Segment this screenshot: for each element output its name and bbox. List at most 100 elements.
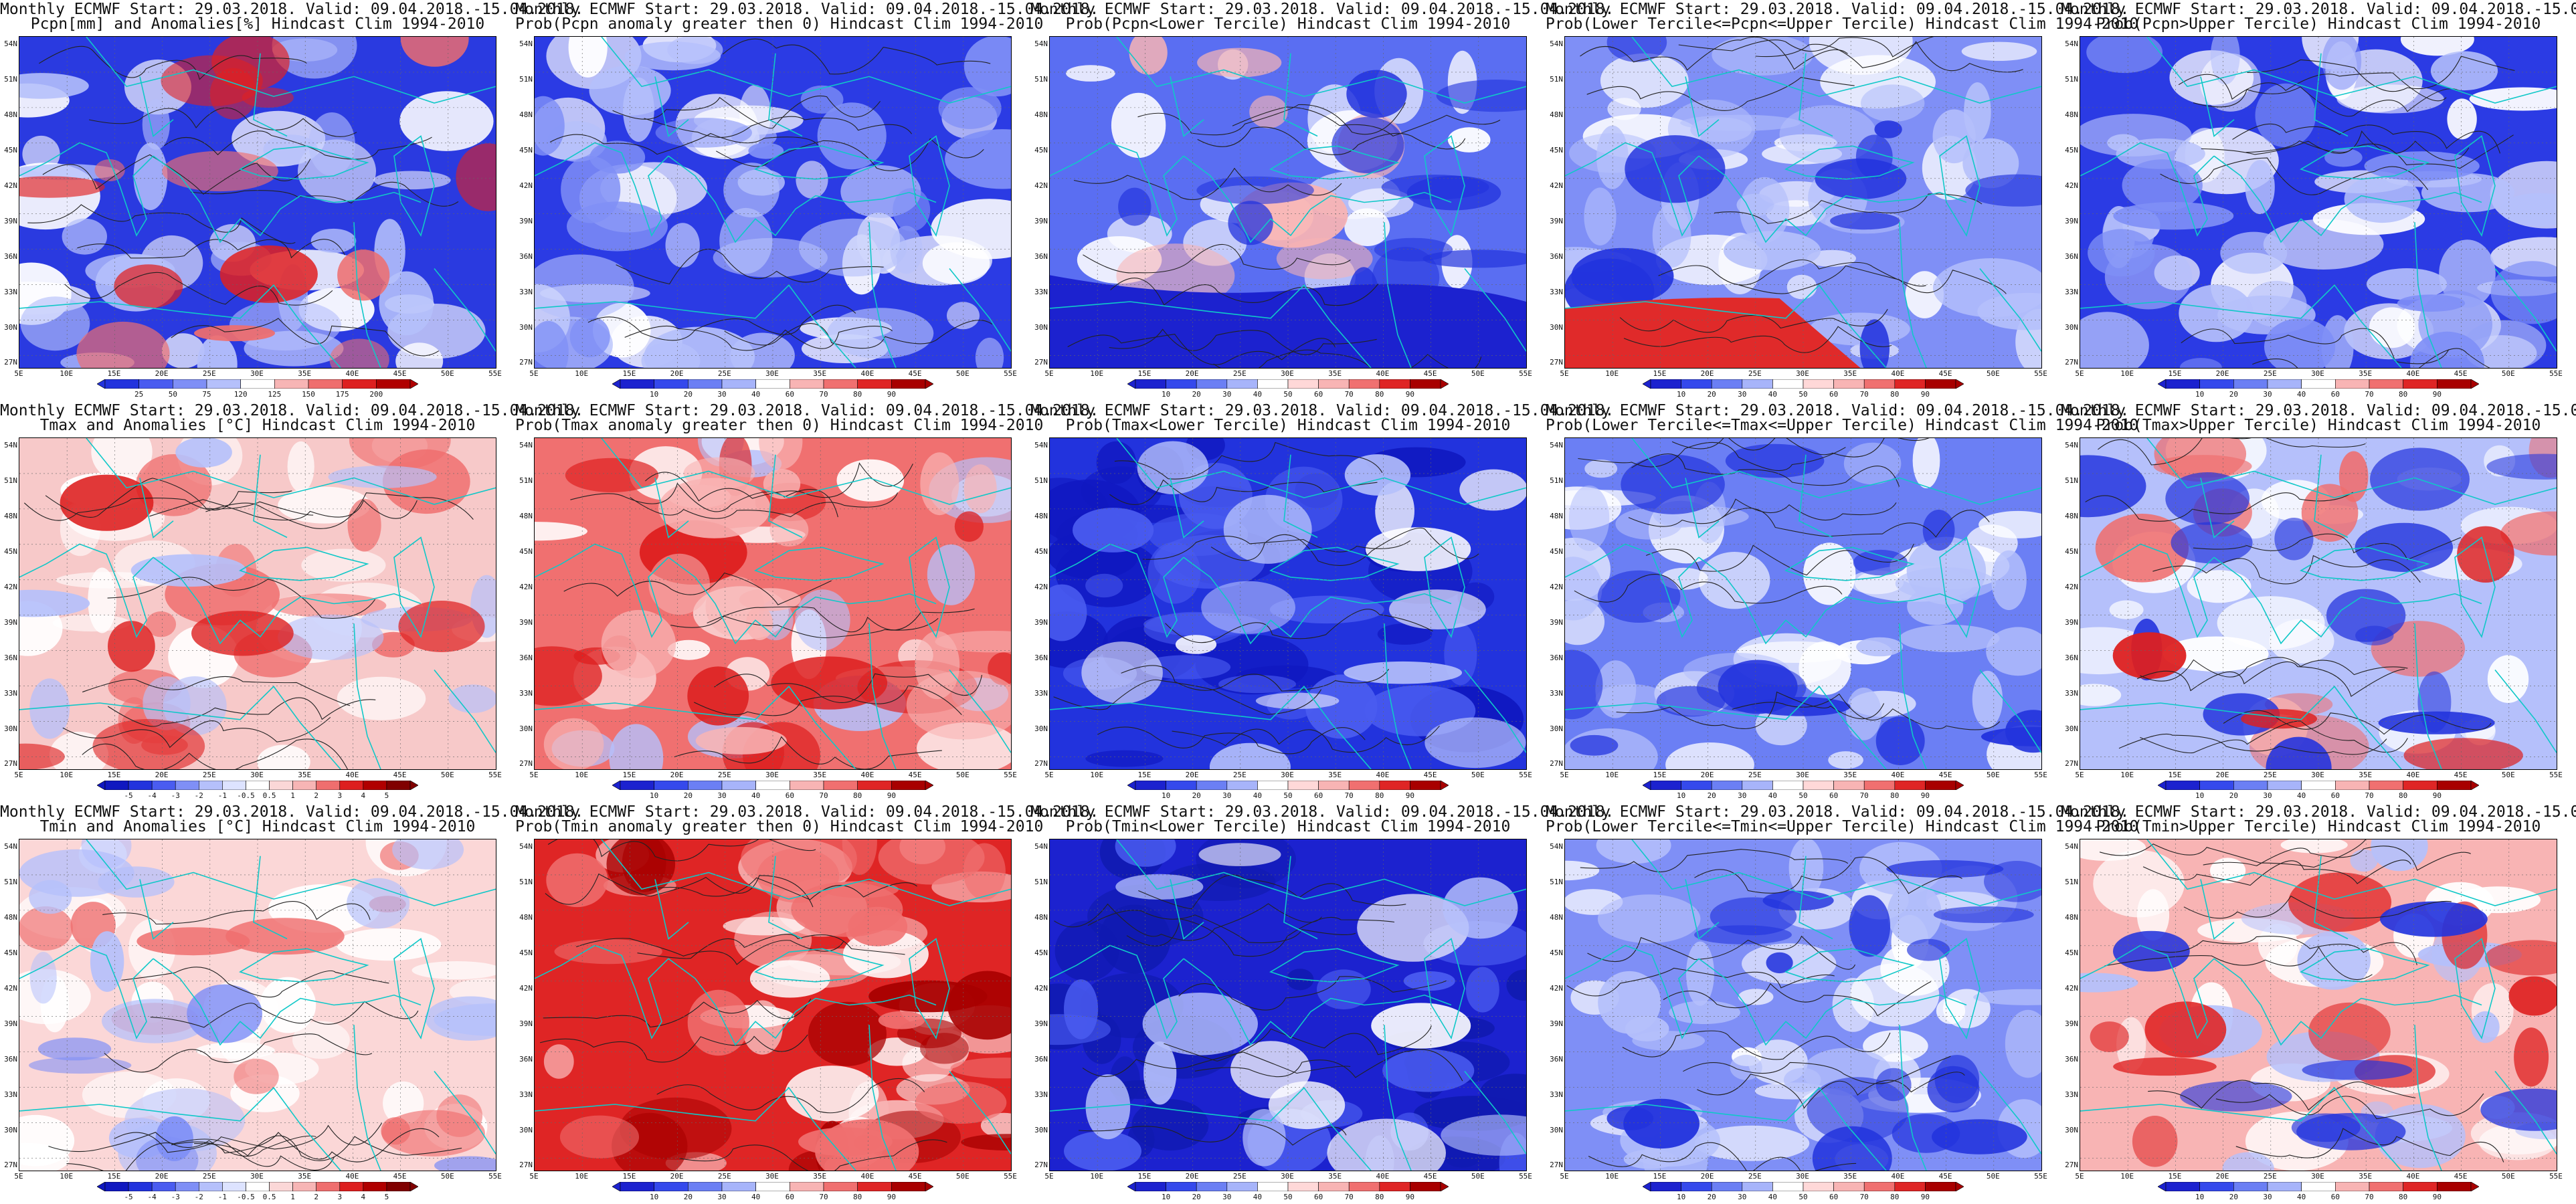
- colorbar-label: 40: [751, 791, 761, 800]
- panel-title-line2: Prob(Lower Tercile<=Pcpn<=Upper Tercile)…: [1546, 15, 2139, 33]
- latitude-label: 27N: [519, 759, 533, 769]
- graticule: [2080, 438, 2557, 769]
- panel-title-line2: Prob(Pcpn<Lower Tercile) Hindcast Clim 1…: [1065, 15, 1511, 33]
- longitude-label: 30E: [1281, 771, 1294, 779]
- forecast-panel: Monthly ECMWF Start: 29.03.2018. Valid: …: [515, 401, 1099, 803]
- panel-title-line2: Prob(Lower Tercile<=Tmax<=Upper Tercile)…: [1546, 417, 2139, 434]
- latitude-label: 45N: [2065, 546, 2078, 556]
- latitude-label: 42N: [1034, 582, 1048, 591]
- latitude-label: 45N: [1550, 546, 1563, 556]
- shaded-field: [543, 839, 1011, 1171]
- latitude-label: 39N: [1550, 1019, 1563, 1028]
- longitude-label: 40E: [2406, 771, 2420, 779]
- latitude-label: 30N: [1034, 724, 1048, 733]
- latitude-label: 30N: [1034, 1125, 1048, 1134]
- panel-title-line1: Monthly ECMWF Start: 29.03.2018. Valid: …: [1030, 1, 1615, 18]
- latitude-label: 48N: [2065, 511, 2078, 520]
- longitude-label: 10E: [60, 369, 74, 378]
- colorbar-label: 20: [683, 1193, 693, 1201]
- latitude-label: 27N: [2065, 1161, 2078, 1170]
- latitude-label: 45N: [519, 145, 533, 155]
- longitude-label: 55E: [2034, 369, 2047, 378]
- longitude-label: 45E: [393, 771, 407, 779]
- latitude-label: 45N: [1034, 145, 1048, 155]
- panel-title-line1: Monthly ECMWF Start: 29.03.2018. Valid: …: [2061, 402, 2576, 419]
- colorbar: [2158, 781, 2479, 790]
- longitude-label: 40E: [1376, 771, 1390, 779]
- longitude-label: 45E: [2454, 1172, 2468, 1181]
- latitude-label: 51N: [1550, 74, 1563, 84]
- colorbar-label: 10: [650, 1193, 659, 1201]
- coastline: [1050, 37, 1526, 368]
- colorbar-label: 60: [1313, 390, 1323, 399]
- latitude-label: 39N: [1034, 617, 1048, 627]
- longitude-label: 55E: [2549, 771, 2563, 779]
- shaded-field: [19, 37, 496, 368]
- latitude-label: 30N: [4, 724, 17, 733]
- longitude-label: 50E: [1471, 1172, 1485, 1181]
- longitude-label: 20E: [155, 771, 169, 779]
- colorbar-label: 90: [887, 390, 896, 399]
- colorbar-label: 90: [887, 1193, 896, 1201]
- panel-title-line1: Monthly ECMWF Start: 29.03.2018. Valid: …: [2061, 1, 2576, 18]
- latitude-label: 48N: [1550, 110, 1563, 119]
- contour-lines: [2085, 438, 2492, 755]
- graticule: [1050, 37, 1526, 368]
- longitude-label: 40E: [2406, 369, 2420, 378]
- longitude-label: 45E: [1423, 369, 1437, 378]
- colorbar-label: 2: [314, 1193, 318, 1201]
- shaded-field: [19, 438, 496, 769]
- colorbar-label: 20: [2229, 390, 2238, 399]
- longitude-label: 55E: [2549, 369, 2563, 378]
- longitude-label: 40E: [1891, 1172, 1905, 1181]
- colorbar-label: 10: [1161, 791, 1171, 800]
- graticule: [1050, 438, 1526, 769]
- coastline: [2080, 438, 2557, 769]
- latitude-label: 30N: [1550, 322, 1563, 332]
- longitude-label: 20E: [670, 771, 684, 779]
- latitude-label: 33N: [2065, 287, 2078, 296]
- longitude-label: 50E: [1986, 771, 2000, 779]
- latitude-label: 42N: [4, 181, 17, 190]
- shaded-field: [19, 839, 496, 1171]
- longitude-label: 20E: [1185, 1172, 1199, 1181]
- longitude-label: 35E: [813, 369, 827, 378]
- latitude-label: 36N: [4, 1054, 17, 1064]
- colorbar-label: 30: [2263, 791, 2272, 800]
- forecast-panel: Monthly ECMWF Start: 29.03.2018. Valid: …: [2061, 401, 2576, 803]
- latitude-label: 36N: [1034, 252, 1048, 261]
- colorbar-label: 5: [384, 1193, 389, 1201]
- longitude-label: 5E: [14, 771, 23, 779]
- colorbar-label: 10: [2195, 791, 2205, 800]
- longitude-label: 40E: [1891, 771, 1905, 779]
- longitude-label: 55E: [2034, 771, 2047, 779]
- latitude-label: 51N: [2065, 74, 2078, 84]
- colorbar: [97, 1182, 418, 1191]
- coastline: [1050, 438, 1526, 769]
- longitude-label: 25E: [1748, 1172, 1762, 1181]
- latitude-label: 42N: [2065, 582, 2078, 591]
- latitude-label: 45N: [2065, 145, 2078, 155]
- longitude-label: 35E: [298, 369, 312, 378]
- longitude-label: 50E: [1986, 369, 2000, 378]
- colorbar-label: 1: [290, 791, 295, 800]
- longitude-label: 50E: [1471, 369, 1485, 378]
- longitude-label: 25E: [202, 1172, 216, 1181]
- longitude-label: 5E: [1044, 369, 1054, 378]
- coastline: [535, 37, 1011, 368]
- longitude-label: 35E: [1843, 771, 1857, 779]
- longitude-label: 20E: [155, 369, 169, 378]
- latitude-label: 54N: [2065, 39, 2078, 48]
- latitude-label: 33N: [2065, 1090, 2078, 1099]
- colorbar: [1643, 781, 1964, 790]
- longitude-label: 15E: [2168, 771, 2182, 779]
- longitude-label: 25E: [1232, 369, 1247, 378]
- latitude-label: 27N: [519, 1161, 533, 1170]
- latitude-label: 51N: [519, 877, 533, 886]
- latitude-label: 33N: [1034, 688, 1048, 698]
- graticule: [1565, 37, 2041, 368]
- colorbar-label: -1: [217, 1193, 227, 1201]
- longitude-label: 55E: [488, 771, 502, 779]
- colorbar-label: 3: [337, 791, 343, 800]
- longitude-label: 45E: [908, 369, 922, 378]
